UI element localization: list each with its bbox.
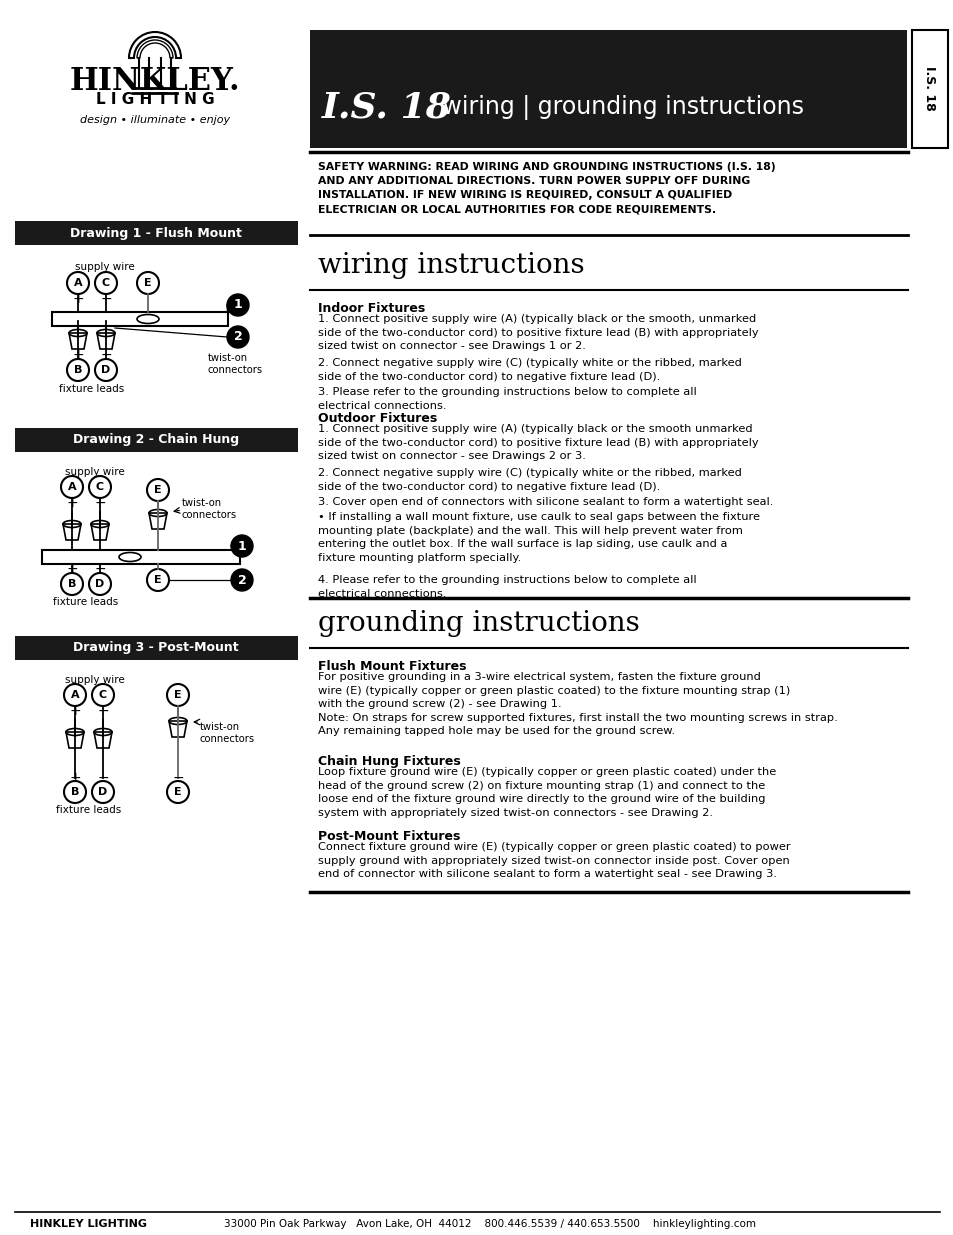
Text: HINKLEY.: HINKLEY. [70, 67, 240, 98]
Text: −: − [172, 771, 184, 785]
Text: design • illuminate • enjoy: design • illuminate • enjoy [80, 115, 230, 125]
Text: E: E [174, 787, 182, 797]
Text: +: + [66, 496, 78, 510]
Text: B: B [73, 366, 82, 375]
Text: Flush Mount Fixtures: Flush Mount Fixtures [317, 659, 466, 673]
Text: 1: 1 [233, 299, 242, 311]
Text: wiring instructions: wiring instructions [317, 252, 584, 279]
Text: fixture leads: fixture leads [59, 384, 125, 394]
Text: supply wire: supply wire [65, 676, 125, 685]
Text: I.S. 18: I.S. 18 [923, 65, 936, 110]
Text: A: A [71, 690, 79, 700]
Text: SAFETY WARNING: READ WIRING AND GROUNDING INSTRUCTIONS (I.S. 18)
AND ANY ADDITIO: SAFETY WARNING: READ WIRING AND GROUNDIN… [317, 162, 775, 214]
Text: fixture leads: fixture leads [56, 805, 121, 815]
Text: −: − [94, 496, 106, 510]
Text: wiring | grounding instructions: wiring | grounding instructions [435, 95, 803, 121]
Text: D: D [95, 579, 105, 589]
Text: L I G H T I N G: L I G H T I N G [95, 93, 214, 107]
Text: C: C [96, 482, 104, 492]
Text: 4. Please refer to the grounding instructions below to complete all
electrical c: 4. Please refer to the grounding instruc… [317, 576, 696, 599]
Text: HINKLEY LIGHTING: HINKLEY LIGHTING [30, 1219, 147, 1229]
Text: twist-on
connectors: twist-on connectors [200, 722, 254, 743]
Text: supply wire: supply wire [75, 262, 134, 272]
Text: 2. Connect negative supply wire (C) (typically white or the ribbed, marked
side : 2. Connect negative supply wire (C) (typ… [317, 358, 741, 382]
Text: C: C [102, 278, 110, 288]
Text: E: E [154, 485, 162, 495]
Text: Connect fixture ground wire (E) (typically copper or green plastic coated) to po: Connect fixture ground wire (E) (typical… [317, 842, 790, 879]
Text: 1: 1 [237, 540, 246, 552]
FancyBboxPatch shape [52, 312, 228, 326]
Text: −: − [100, 348, 112, 362]
Text: −: − [100, 291, 112, 306]
Text: A: A [68, 482, 76, 492]
Text: E: E [154, 576, 162, 585]
Text: 2. Connect negative supply wire (C) (typically white or the ribbed, marked
side : 2. Connect negative supply wire (C) (typ… [317, 468, 741, 492]
Text: 3. Please refer to the grounding instructions below to complete all
electrical c: 3. Please refer to the grounding instruc… [317, 387, 696, 410]
Text: +: + [70, 704, 81, 718]
Text: 3. Cover open end of connectors with silicone sealant to form a watertight seal.: 3. Cover open end of connectors with sil… [317, 496, 773, 508]
Circle shape [231, 569, 253, 592]
Text: −: − [97, 771, 109, 785]
Text: 1. Connect positive supply wire (A) (typically black or the smooth unmarked
side: 1. Connect positive supply wire (A) (typ… [317, 424, 758, 461]
Text: Indoor Fixtures: Indoor Fixtures [317, 303, 425, 315]
Text: twist-on
connectors: twist-on connectors [182, 498, 237, 520]
Text: • If installing a wall mount fixture, use caulk to seal gaps between the fixture: • If installing a wall mount fixture, us… [317, 513, 760, 563]
Text: −: − [97, 704, 109, 718]
Text: B: B [68, 579, 76, 589]
Text: D: D [101, 366, 111, 375]
Text: D: D [98, 787, 108, 797]
FancyBboxPatch shape [15, 221, 297, 245]
Text: A: A [73, 278, 82, 288]
Text: +: + [72, 348, 84, 362]
Circle shape [227, 326, 249, 348]
Text: For positive grounding in a 3-wire electrical system, fasten the fixture ground
: For positive grounding in a 3-wire elect… [317, 672, 837, 736]
Circle shape [231, 535, 253, 557]
Text: Drawing 3 - Post-Mount: Drawing 3 - Post-Mount [73, 641, 238, 655]
Text: +: + [66, 562, 78, 576]
Text: supply wire: supply wire [65, 467, 125, 477]
Text: 33000 Pin Oak Parkway   Avon Lake, OH  44012    800.446.5539 / 440.653.5500    h: 33000 Pin Oak Parkway Avon Lake, OH 4401… [224, 1219, 755, 1229]
FancyBboxPatch shape [15, 429, 297, 452]
FancyBboxPatch shape [310, 30, 906, 148]
Text: fixture leads: fixture leads [53, 597, 118, 606]
Circle shape [227, 294, 249, 316]
FancyBboxPatch shape [15, 636, 297, 659]
Text: twist-on
connectors: twist-on connectors [208, 353, 263, 374]
Text: E: E [144, 278, 152, 288]
Text: Loop fixture ground wire (E) (typically copper or green plastic coated) under th: Loop fixture ground wire (E) (typically … [317, 767, 776, 818]
Text: Chain Hung Fixtures: Chain Hung Fixtures [317, 755, 460, 768]
Text: C: C [99, 690, 107, 700]
Text: B: B [71, 787, 79, 797]
Text: Post-Mount Fixtures: Post-Mount Fixtures [317, 830, 460, 844]
Text: −: − [94, 562, 106, 576]
Text: +: + [72, 291, 84, 306]
Text: grounding instructions: grounding instructions [317, 610, 639, 637]
Text: 2: 2 [237, 573, 246, 587]
FancyBboxPatch shape [42, 550, 240, 564]
Text: Drawing 1 - Flush Mount: Drawing 1 - Flush Mount [70, 226, 242, 240]
Text: I.S. 18: I.S. 18 [322, 91, 452, 125]
Text: +: + [70, 771, 81, 785]
Text: 2: 2 [233, 331, 242, 343]
Text: Drawing 2 - Chain Hung: Drawing 2 - Chain Hung [72, 433, 239, 447]
Text: Outdoor Fixtures: Outdoor Fixtures [317, 412, 436, 425]
FancyBboxPatch shape [911, 30, 947, 148]
Text: 1. Connect positive supply wire (A) (typically black or the smooth, unmarked
sid: 1. Connect positive supply wire (A) (typ… [317, 314, 758, 351]
Text: E: E [174, 690, 182, 700]
